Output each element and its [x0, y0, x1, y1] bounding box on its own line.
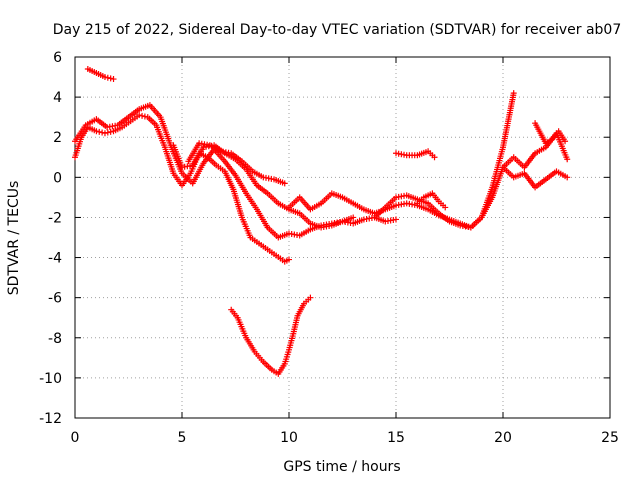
series-track-5 — [286, 90, 517, 231]
series-track-1 — [72, 112, 292, 265]
data-point-dense — [104, 74, 111, 81]
data-point-dense — [107, 75, 114, 82]
axis-ticks — [74, 56, 611, 419]
y-tick-label: -12 — [39, 411, 62, 427]
y-tick-label: -4 — [48, 251, 62, 267]
data-point — [393, 216, 399, 223]
data-point-dense — [139, 112, 146, 119]
data-points — [72, 66, 571, 377]
grid-lines — [75, 57, 610, 418]
data-point — [101, 74, 108, 81]
data-point — [442, 204, 449, 211]
y-tick-label: 2 — [53, 130, 62, 146]
series-track-2 — [72, 102, 399, 241]
data-point — [564, 174, 571, 181]
data-point-dense — [141, 113, 148, 120]
data-point — [110, 76, 117, 83]
series-track-12 — [228, 294, 314, 377]
series-track-11 — [84, 66, 117, 83]
y-tick-label: 4 — [53, 90, 62, 106]
data-point — [136, 112, 143, 119]
x-axis-label: GPS time / hours — [283, 459, 400, 475]
series-track-7 — [393, 148, 438, 161]
y-tick-label: -2 — [48, 210, 62, 226]
series-track-9 — [500, 164, 571, 191]
chart-title: Day 215 of 2022, Sidereal Day-to-day VTE… — [53, 22, 622, 38]
y-axis-label: SDTVAR / TECUs — [6, 181, 22, 296]
data-point — [101, 130, 108, 137]
series-track-8 — [414, 190, 449, 211]
data-point-dense — [96, 128, 103, 135]
data-point-dense — [104, 129, 111, 136]
data-point — [564, 156, 571, 163]
data-point — [286, 256, 292, 263]
data-point — [350, 214, 357, 221]
data-point — [431, 154, 438, 161]
series-track-4 — [185, 140, 288, 187]
data-point — [93, 128, 100, 135]
x-tick-label: 5 — [178, 430, 187, 446]
series-track-10 — [532, 120, 569, 147]
x-tick-label: 20 — [494, 430, 512, 446]
y-tick-label: -8 — [48, 331, 62, 347]
data-point — [281, 180, 288, 187]
data-point — [307, 294, 314, 301]
data-point — [562, 138, 569, 145]
x-tick-label: 15 — [387, 430, 405, 446]
x-tick-label: 0 — [71, 430, 80, 446]
data-point-dense — [99, 129, 106, 136]
data-point — [510, 90, 517, 97]
series-track-3 — [170, 142, 357, 231]
y-tick-label: -10 — [39, 371, 62, 387]
x-tick-label: 10 — [280, 430, 298, 446]
y-tick-label: -6 — [48, 291, 62, 307]
plot-frame — [74, 56, 611, 419]
data-point-dense — [107, 128, 114, 135]
y-tick-label: 0 — [53, 170, 62, 186]
series-track-6 — [371, 130, 571, 231]
x-tick-label: 25 — [601, 430, 619, 446]
y-tick-label: 6 — [53, 50, 62, 66]
